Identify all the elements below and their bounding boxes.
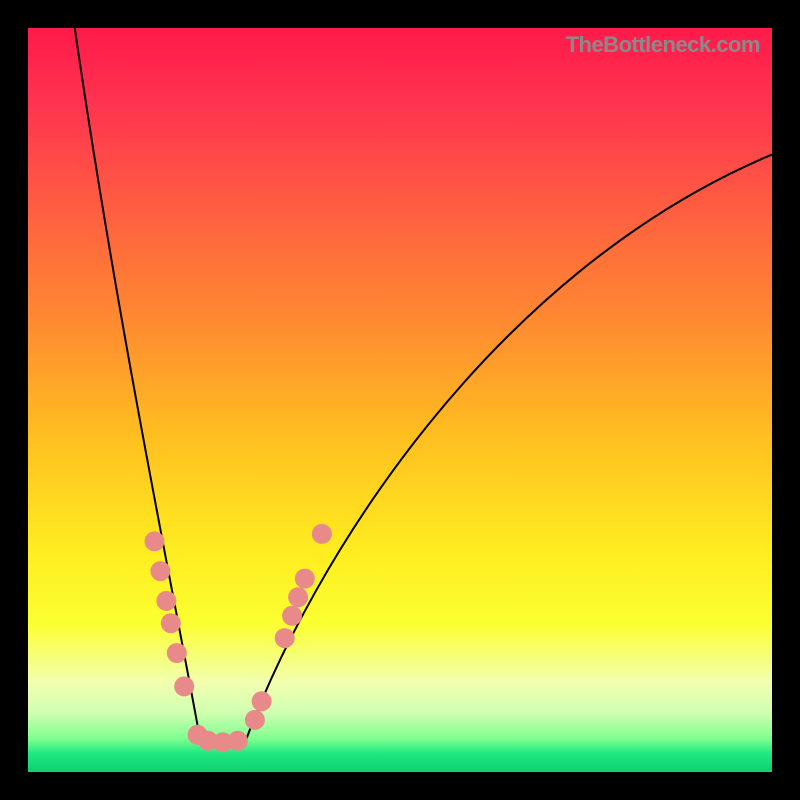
data-point xyxy=(295,569,315,589)
data-point xyxy=(275,628,295,648)
marker-group xyxy=(145,524,332,752)
data-point xyxy=(156,591,176,611)
data-point xyxy=(312,524,332,544)
data-point xyxy=(245,710,265,730)
data-point xyxy=(167,643,187,663)
bottleneck-curve xyxy=(73,28,772,742)
chart-frame: TheBottleneck.com xyxy=(0,0,800,800)
curve-layer xyxy=(28,28,772,772)
data-point xyxy=(228,731,248,751)
plot-area: TheBottleneck.com xyxy=(28,28,772,772)
data-point xyxy=(145,531,165,551)
data-point xyxy=(161,613,181,633)
data-point xyxy=(150,561,170,581)
data-point xyxy=(174,676,194,696)
data-point xyxy=(282,606,302,626)
data-point xyxy=(252,691,272,711)
watermark-text: TheBottleneck.com xyxy=(566,32,760,58)
data-point xyxy=(288,587,308,607)
